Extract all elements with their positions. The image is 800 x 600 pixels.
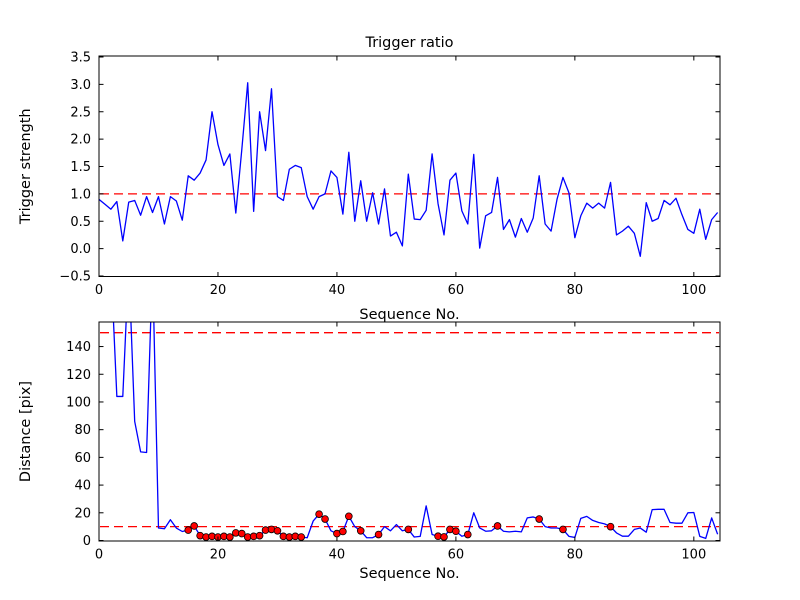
p0-ytick-label: 1.0 xyxy=(70,187,91,202)
p0-data-line xyxy=(99,82,719,257)
p0-ytick-label: 2.5 xyxy=(70,105,91,120)
p0-xtick-label: 20 xyxy=(210,283,227,298)
p1-xtick-label: 80 xyxy=(567,548,584,563)
p1-marker xyxy=(345,512,353,521)
p1-xtick-label: 20 xyxy=(210,548,227,563)
p1-marker xyxy=(559,525,567,534)
p0-ytick-label: 3.0 xyxy=(70,78,91,93)
p0-xlabel: Sequence No. xyxy=(359,307,459,323)
p0-ytick-label: −0.5 xyxy=(59,270,91,285)
p1-marker xyxy=(356,527,365,535)
p1-marker xyxy=(404,525,413,534)
p1-xtick-label: 60 xyxy=(448,548,465,563)
p1-marker xyxy=(255,531,264,540)
p1-ytick-label: 20 xyxy=(74,506,91,521)
p1-marker xyxy=(226,533,234,541)
p1-marker xyxy=(452,527,460,536)
p1-ytick-label: 100 xyxy=(66,395,91,410)
p0-title: Trigger ratio xyxy=(364,35,453,51)
p1-ytick-label: 120 xyxy=(66,368,91,383)
p1-ytick-label: 80 xyxy=(74,423,91,438)
p1-marker xyxy=(374,530,383,539)
p0-xtick-label: 80 xyxy=(567,283,584,298)
p1-marker xyxy=(339,527,347,536)
p1-xtick-label: 40 xyxy=(329,548,346,563)
p0-ytick-label: 2.0 xyxy=(70,133,91,148)
p1-marker xyxy=(190,522,198,530)
p1-ytick-label: 60 xyxy=(74,451,91,466)
p1-axes-background xyxy=(99,322,720,541)
p0-ytick-label: 1.5 xyxy=(70,160,91,175)
p1-marker xyxy=(237,529,246,538)
p1-xlabel: Sequence No. xyxy=(359,566,459,582)
p1-marker xyxy=(297,533,306,541)
p1-ylabel: Distance [pix] xyxy=(18,381,34,482)
p1-xtick-label: 100 xyxy=(681,548,706,563)
p1-marker xyxy=(535,515,543,523)
p1-marker xyxy=(315,510,323,518)
p1-ytick-label: 0 xyxy=(83,534,91,549)
p0-xtick-label: 100 xyxy=(681,283,706,298)
p0-ylabel: Trigger strength xyxy=(18,108,34,225)
p1-ytick-label: 40 xyxy=(74,479,91,494)
p1-marker xyxy=(273,527,282,535)
p0-ytick-label: 0.5 xyxy=(70,215,91,230)
p0-ytick-label: 0.0 xyxy=(70,242,91,257)
p1-ytick-label: 140 xyxy=(66,340,91,355)
p1-axes-frame xyxy=(98,321,721,542)
p1-marker xyxy=(184,526,193,534)
p0-xtick-label: 40 xyxy=(329,283,346,298)
p0-ytick-label: 3.5 xyxy=(70,51,91,66)
p1-marker xyxy=(321,515,329,523)
p1-xtick-label: 0 xyxy=(95,548,103,563)
p1-marker xyxy=(440,533,448,541)
p1-marker xyxy=(493,522,502,530)
p0-xtick-label: 0 xyxy=(95,283,103,298)
p0-axes-background xyxy=(99,56,720,277)
p1-marker xyxy=(606,522,615,531)
p0-xtick-label: 60 xyxy=(448,283,465,298)
p1-marker xyxy=(463,530,472,539)
